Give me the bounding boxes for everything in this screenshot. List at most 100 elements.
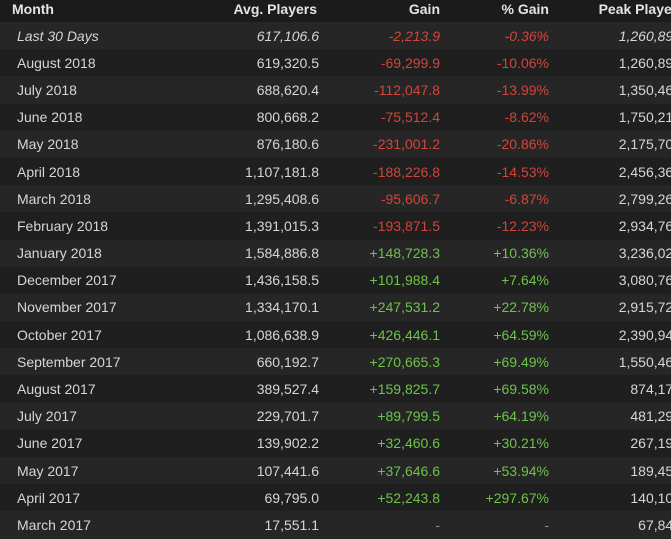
peak-players-cell: 874,171 [630, 381, 671, 398]
month-cell: October 2017 [17, 326, 102, 343]
avg-players-cell: 1,391,015.3 [245, 217, 319, 234]
peak-players-cell: 267,194 [630, 435, 671, 452]
peak-players-cell: 1,550,463 [618, 353, 671, 370]
table-row: Last 30 Days 617,106.6 -2,213.9 -0.36% 1,260… [0, 22, 671, 50]
table-row: June 2018 800,668.2 -75,512.4 -8.62% 1,750,2… [0, 103, 671, 131]
gain-cell: -231,001.2 [373, 136, 440, 153]
gain-cell: +159,825.7 [369, 381, 440, 398]
table-row: April 2018 1,107,181.8 -188,226.8 -14.53% 2,… [0, 157, 671, 186]
percent-gain-cell: +22.78% [493, 299, 549, 316]
peak-players-cell: 67,846 [638, 516, 671, 533]
gain-cell: +89,799.5 [377, 408, 440, 425]
peak-players-cell: 1,260,894 [618, 54, 671, 71]
table-row: May 2018 876,180.6 -231,001.2 -20.86% 2,175,… [0, 130, 671, 158]
gain-cell: -95,606.7 [380, 190, 440, 207]
header-row: Month Avg. Players Gain % Gain Peak Play… [0, 0, 671, 22]
gain-cell: -75,512.4 [380, 109, 440, 126]
peak-players-cell: 2,390,946 [618, 326, 671, 343]
avg-players-cell: 660,192.7 [256, 353, 319, 370]
gain-cell: - [435, 516, 440, 533]
avg-players-cell: 619,320.5 [256, 54, 319, 71]
percent-gain-cell: -12.23% [496, 217, 549, 234]
table-row: August 2018 619,320.5 -69,299.9 -10.06% 1,26… [0, 49, 671, 77]
table-row: June 2017 139,902.2 +32,460.6 +30.21% 267,19… [0, 429, 671, 457]
avg-players-cell: 389,527.4 [256, 381, 319, 398]
percent-gain-cell: +64.59% [493, 326, 549, 343]
column-header-percent-gain[interactable]: % Gain [501, 1, 549, 17]
gain-cell: +52,243.8 [377, 489, 440, 506]
percent-gain-cell: -13.99% [496, 81, 549, 98]
peak-players-cell: 1,260,894 [618, 27, 671, 44]
month-cell: April 2017 [17, 489, 81, 506]
month-cell: July 2018 [17, 81, 77, 98]
gain-cell: +37,646.6 [377, 462, 440, 479]
column-header-gain[interactable]: Gain [408, 1, 440, 17]
table-body: Last 30 Days 617,106.6 -2,213.9 -0.36% 1,260… [0, 22, 671, 539]
table-row: March 2018 1,295,408.6 -95,606.7 -6.87% 2,79… [0, 185, 671, 213]
month-cell: February 2018 [17, 217, 109, 234]
month-cell: August 2017 [17, 381, 96, 398]
table-row: February 2018 1,391,015.3 -193,871.5 -12.23… [0, 212, 671, 240]
gain-cell: +32,460.6 [377, 435, 440, 452]
peak-players-cell: 1,350,463 [618, 81, 671, 98]
month-cell: July 2017 [17, 408, 77, 425]
avg-players-cell: 1,107,181.8 [245, 163, 319, 180]
column-header-avg-players[interactable]: Avg. Players [233, 1, 317, 17]
table-row: September 2017 660,192.7 +270,665.3 +69.49%… [0, 348, 671, 376]
table-header: Month Avg. Players Gain % Gain Peak Play… [0, 0, 671, 22]
avg-players-cell: 800,668.2 [256, 109, 319, 126]
avg-players-cell: 1,295,408.6 [245, 190, 319, 207]
percent-gain-cell: -10.06% [496, 54, 549, 71]
peak-players-cell: 2,934,761 [618, 217, 671, 234]
percent-gain-cell: +297.67% [485, 489, 549, 506]
avg-players-cell: 17,551.1 [264, 516, 320, 533]
table-row: March 2017 17,551.1 - - 67,846 [0, 511, 671, 539]
peak-players-cell: 189,456 [630, 462, 671, 479]
gain-cell: +247,531.2 [369, 299, 440, 316]
peak-players-cell: 3,236,027 [618, 245, 671, 262]
peak-players-cell: 2,456,361 [618, 163, 671, 180]
table-row: January 2018 1,584,886.8 +148,728.3 +10.36%… [0, 239, 671, 267]
peak-players-cell: 2,799,269 [618, 190, 671, 207]
percent-gain-cell: +64.19% [493, 408, 549, 425]
column-header-month[interactable]: Month [12, 1, 54, 17]
table-row: May 2017 107,441.6 +37,646.6 +53.94% 189,456 [0, 457, 671, 485]
column-header-peak-players[interactable]: Peak Players [598, 1, 671, 17]
percent-gain-cell: -8.62% [504, 109, 549, 126]
month-cell: June 2017 [17, 435, 83, 452]
gain-cell: -188,226.8 [373, 163, 440, 180]
peak-players-cell: 481,291 [630, 408, 671, 425]
table-row: April 2017 69,795.0 +52,243.8 +297.67% 140,1… [0, 484, 671, 512]
avg-players-cell: 139,902.2 [256, 435, 319, 452]
gain-cell: +101,988.4 [369, 272, 440, 289]
gain-cell: -69,299.9 [380, 54, 440, 71]
avg-players-cell: 229,701.7 [256, 408, 319, 425]
table-row: August 2017 389,527.4 +159,825.7 +69.58% 874… [0, 375, 671, 403]
avg-players-cell: 617,106.6 [256, 27, 319, 44]
avg-players-cell: 1,086,638.9 [245, 326, 319, 343]
month-cell: September 2017 [17, 353, 121, 370]
percent-gain-cell: -6.87% [504, 190, 549, 207]
avg-players-cell: 107,441.6 [256, 462, 319, 479]
avg-players-cell: 876,180.6 [256, 136, 319, 153]
peak-players-cell: 1,750,216 [618, 109, 671, 126]
avg-players-cell: 1,584,886.8 [245, 245, 319, 262]
gain-cell: -2,213.9 [388, 27, 440, 44]
percent-gain-cell: +53.94% [493, 462, 549, 479]
percent-gain-cell: -20.86% [496, 136, 549, 153]
table-row: July 2018 688,620.4 -112,047.8 -13.99% 1,350… [0, 76, 671, 104]
percent-gain-cell: +10.36% [493, 245, 549, 262]
percent-gain-cell: +69.49% [493, 353, 549, 370]
peak-players-cell: 140,104 [630, 489, 671, 506]
table-row: October 2017 1,086,638.9 +426,446.1 +64.59%… [0, 321, 671, 349]
avg-players-cell: 1,334,170.1 [245, 299, 319, 316]
month-cell: August 2018 [17, 54, 96, 71]
table-row: July 2017 229,701.7 +89,799.5 +64.19% 481,29… [0, 402, 671, 430]
table-row: December 2017 1,436,158.5 +101,988.4 +7.64%… [0, 266, 671, 294]
month-cell: March 2018 [17, 190, 91, 207]
gain-cell: +270,665.3 [369, 353, 440, 370]
month-cell: May 2018 [17, 136, 79, 153]
gain-cell: +148,728.3 [369, 245, 440, 262]
peak-players-cell: 2,175,704 [618, 136, 671, 153]
gain-cell: +426,446.1 [369, 326, 440, 343]
